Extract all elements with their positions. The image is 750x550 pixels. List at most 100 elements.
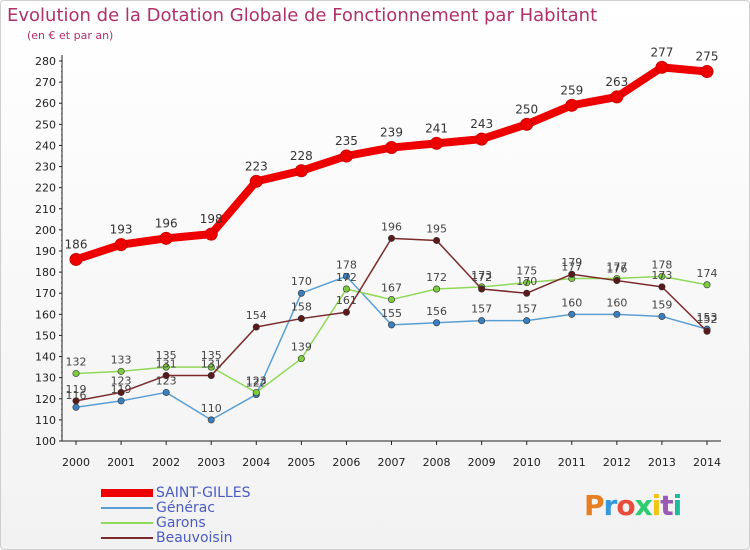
data-label: 250 — [515, 102, 538, 116]
data-label: 135 — [156, 349, 177, 362]
data-point — [658, 272, 666, 280]
data-point — [342, 272, 350, 280]
y-minor-tick — [61, 350, 62, 352]
y-minor-tick — [61, 176, 62, 178]
y-minor-tick — [61, 366, 62, 368]
data-point — [207, 372, 215, 380]
data-label: 175 — [516, 265, 537, 278]
data-label: 176 — [606, 263, 627, 276]
y-tick-label: 100 — [35, 435, 56, 448]
data-label: 119 — [66, 383, 87, 396]
y-minor-tick — [61, 424, 62, 426]
y-tick-label: 180 — [35, 266, 56, 279]
y-tick-label: 270 — [35, 76, 56, 89]
y-tick-label: 230 — [35, 161, 56, 174]
legend-item: Garons — [101, 514, 250, 531]
data-point — [387, 321, 395, 329]
data-label: 132 — [66, 355, 87, 368]
x-tick-label: 2004 — [242, 456, 270, 469]
data-label: 186 — [65, 237, 88, 251]
data-point — [342, 308, 350, 316]
data-label: 131 — [156, 358, 177, 371]
x-tick-label: 2007 — [378, 456, 406, 469]
y-minor-tick — [61, 129, 62, 131]
data-point — [565, 98, 579, 112]
legend-swatch — [101, 536, 153, 539]
data-point — [387, 296, 395, 304]
x-tick-label: 2003 — [197, 456, 225, 469]
data-point — [207, 363, 215, 371]
data-label: 173 — [651, 269, 672, 282]
legend-label: Garons — [156, 514, 206, 531]
x-tick-label: 2011 — [558, 456, 586, 469]
data-label: 123 — [246, 374, 267, 387]
data-point — [72, 397, 80, 405]
data-point — [658, 283, 666, 291]
logo-letter: r — [603, 489, 618, 522]
y-tick-label: 240 — [35, 139, 56, 152]
x-tick-label: 2002 — [152, 456, 180, 469]
data-label: 116 — [66, 389, 87, 402]
data-point — [610, 90, 624, 104]
data-point — [342, 285, 350, 293]
y-minor-tick — [61, 245, 62, 247]
legend-item: Beauvoisin — [101, 530, 250, 546]
y-minor-tick — [61, 387, 62, 389]
y-tick-label: 170 — [35, 287, 56, 300]
y-minor-tick — [61, 329, 62, 331]
data-point — [478, 317, 486, 325]
data-label: 172 — [426, 271, 447, 284]
data-point — [207, 416, 215, 424]
y-minor-tick — [61, 203, 62, 204]
y-minor-tick — [61, 76, 62, 78]
x-tick-label: 2014 — [693, 456, 721, 469]
y-minor-tick — [61, 113, 62, 115]
data-point — [162, 372, 170, 380]
y-minor-tick — [61, 324, 62, 326]
y-minor-tick — [61, 108, 62, 109]
y-tick-label: 140 — [35, 351, 56, 364]
data-label: 160 — [606, 296, 627, 309]
data-label: 153 — [697, 311, 718, 324]
y-tick-label: 220 — [35, 182, 56, 195]
y-minor-tick — [61, 181, 62, 183]
data-label: 241 — [425, 121, 448, 135]
y-minor-tick — [61, 287, 62, 289]
y-minor-tick — [61, 266, 62, 268]
y-minor-tick — [61, 239, 62, 241]
data-point — [523, 279, 531, 287]
data-label: 193 — [110, 223, 133, 237]
data-label: 135 — [201, 349, 222, 362]
y-minor-tick — [61, 308, 62, 310]
y-minor-tick — [61, 276, 62, 278]
y-minor-tick — [61, 393, 62, 394]
data-label: 179 — [561, 256, 582, 269]
data-point — [475, 132, 489, 146]
y-tick-label: 130 — [35, 372, 56, 385]
y-tick-label: 160 — [35, 308, 56, 321]
y-minor-tick — [61, 345, 62, 347]
data-point — [114, 238, 128, 252]
data-point — [658, 312, 666, 320]
x-tick-label: 2012 — [603, 456, 631, 469]
y-minor-tick — [61, 371, 62, 373]
y-minor-tick — [61, 92, 62, 94]
data-label: 195 — [426, 222, 447, 235]
data-point — [568, 310, 576, 318]
data-point — [385, 141, 398, 155]
y-minor-tick — [61, 224, 62, 226]
data-label: 170 — [516, 275, 537, 288]
data-point — [72, 403, 80, 411]
data-label: 159 — [651, 298, 672, 311]
y-minor-tick — [61, 192, 62, 194]
y-tick-label: 150 — [35, 329, 56, 342]
data-label: 161 — [336, 294, 357, 307]
y-minor-tick — [61, 303, 62, 305]
x-tick-label: 2013 — [648, 456, 676, 469]
logo-letter: x — [634, 489, 653, 522]
x-tick-label: 2009 — [468, 456, 496, 469]
data-label: 110 — [201, 402, 222, 415]
data-label: 173 — [471, 269, 492, 282]
data-point — [655, 60, 669, 74]
